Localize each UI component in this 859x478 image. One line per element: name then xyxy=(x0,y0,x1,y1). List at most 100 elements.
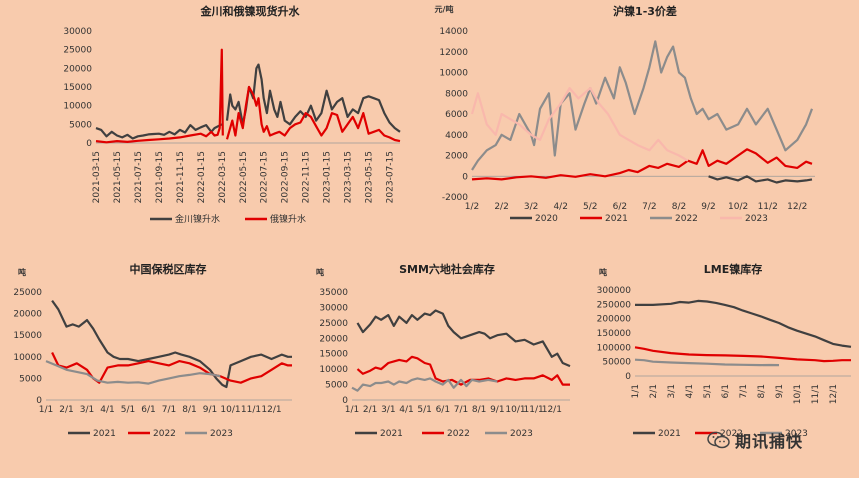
series-line-俄镍升水 xyxy=(225,85,401,143)
x-tick-label: 7/1 xyxy=(739,384,749,398)
legend-label: 2023 xyxy=(510,429,533,439)
x-tick-label: 7/1 xyxy=(454,405,468,415)
series-line-2020 xyxy=(708,175,813,184)
x-tick-label: 12/1 xyxy=(829,384,839,404)
watermark: 期讯捕快 xyxy=(707,428,803,452)
x-tick-label: 10/2 xyxy=(728,202,748,212)
y-tick-label: 100000 xyxy=(597,343,632,353)
series-line-俄镍升水 xyxy=(95,48,224,144)
x-tick-label: 2021-03-15 xyxy=(92,151,102,203)
y-tick-label: 25000 xyxy=(13,288,42,298)
x-tick-label: 5/1 xyxy=(121,405,135,415)
x-tick-label: 12/2 xyxy=(787,202,807,212)
y-tick-label: 5000 xyxy=(325,381,348,391)
chart-premium: 金川和俄镍现货升水 0 5000 10000 15000 20000 25000 30000 2… xyxy=(63,4,401,225)
x-tick-label: 1/1 xyxy=(39,405,53,415)
y-tick-label: 20000 xyxy=(63,64,92,74)
x-tick-label: 6/1 xyxy=(141,405,155,415)
chart-title: 中国保税区库存 xyxy=(130,262,207,276)
x-tick-label: 3/1 xyxy=(80,405,94,415)
x-tick-label: 4/1 xyxy=(685,384,695,398)
x-tick-label: 12/1 xyxy=(261,405,281,415)
x-tick-label: 8/2 xyxy=(672,202,686,212)
x-tick-label: 11/1 xyxy=(811,384,821,404)
legend-label: 2023 xyxy=(210,429,233,439)
x-tick-label: 2/1 xyxy=(649,384,659,398)
y-tick-label: -2000 xyxy=(442,193,468,203)
x-tick-label: 10/1 xyxy=(505,405,525,415)
chart-bonded-inventory: 中国保税区库存 吨 0 5000 10000 15000 20000 25000 1/1 2/1 3… xyxy=(13,262,292,439)
y-tick-label: 30000 xyxy=(63,27,92,37)
x-tick-label: 9/1 xyxy=(203,405,217,415)
x-tick-label: 6/1 xyxy=(721,384,731,398)
x-tick-label: 2022-03-15 xyxy=(218,151,228,203)
x-tick-label: 3/1 xyxy=(667,384,677,398)
chart-title: LME镍库存 xyxy=(704,262,762,276)
y-tick-label: 0 xyxy=(36,396,42,406)
x-tick-label: 1/1 xyxy=(345,405,359,415)
y-tick-label: 300000 xyxy=(597,286,632,296)
chart-shfe-spread: 沪镍1-3价差 元/吨 -2000 0 2000 4000 6000 8000 10000 120… xyxy=(435,4,815,224)
x-tick-label: 3/1 xyxy=(381,405,395,415)
legend-label: 2023 xyxy=(745,214,768,224)
x-tick-label: 9/1 xyxy=(490,405,504,415)
y-tick-label: 0 xyxy=(462,172,468,182)
x-tick-label: 4/1 xyxy=(100,405,114,415)
series-line-2023 xyxy=(351,377,498,392)
x-tick-label: 9/2 xyxy=(701,202,715,212)
y-tick-label: 25000 xyxy=(63,46,92,56)
y-unit-label: 吨 xyxy=(599,267,607,277)
y-tick-label: 5000 xyxy=(69,120,92,130)
y-unit-label: 吨 xyxy=(316,267,324,277)
y-tick-label: 50000 xyxy=(602,358,631,368)
x-tick-label: 6/1 xyxy=(436,405,450,415)
y-tick-label: 25000 xyxy=(319,319,348,329)
series-line-2021 xyxy=(471,148,813,181)
x-tick-label: 2022-11-15 xyxy=(302,151,312,203)
watermark-text: 期讯捕快 xyxy=(735,432,804,451)
wechat-icon xyxy=(707,431,730,449)
y-tick-label: 5000 xyxy=(19,374,42,384)
y-tick-label: 150000 xyxy=(597,329,632,339)
series-line-2021 xyxy=(635,299,852,348)
legend-label: 2023 xyxy=(785,429,808,439)
x-tick-label: 2/2 xyxy=(494,202,508,212)
x-tick-label: 8/1 xyxy=(182,405,196,415)
x-tick-label: 1/1 xyxy=(631,384,641,398)
x-tick-label: 8/1 xyxy=(757,384,767,398)
y-unit-label: 吨 xyxy=(18,267,26,277)
chart-title: SMM六地社会库存 xyxy=(399,262,495,276)
legend-label: 2021 xyxy=(380,429,403,439)
x-tick-label: 2/1 xyxy=(59,405,73,415)
legend-label: 2021 xyxy=(93,429,116,439)
y-tick-label: 20000 xyxy=(13,310,42,320)
x-tick-label: 3/2 xyxy=(524,202,538,212)
y-tick-label: 10000 xyxy=(63,102,92,112)
x-tick-label: 10/1 xyxy=(793,384,803,404)
y-tick-label: 10000 xyxy=(439,69,468,79)
x-tick-label: 2023-01-15 xyxy=(323,151,333,203)
x-tick-label: 2023-05-15 xyxy=(365,151,375,203)
x-tick-label: 7/2 xyxy=(642,202,656,212)
y-tick-label: 6000 xyxy=(445,110,468,120)
x-tick-label: 2023-03-15 xyxy=(344,151,354,203)
legend-label: 金川镍升水 xyxy=(175,213,220,225)
y-tick-label: 200000 xyxy=(597,315,632,325)
y-tick-label: 10000 xyxy=(13,353,42,363)
legend-label: 俄镍升水 xyxy=(270,213,306,225)
x-tick-label: 2023-07-15 xyxy=(386,151,396,203)
x-tick-label: 2022-07-15 xyxy=(260,151,270,203)
x-tick-label: 5/1 xyxy=(417,405,431,415)
y-tick-label: 0 xyxy=(86,139,92,149)
y-tick-label: 14000 xyxy=(439,27,468,37)
legend-label: 2021 xyxy=(605,214,628,224)
y-tick-label: 35000 xyxy=(319,288,348,298)
y-tick-label: 15000 xyxy=(13,331,42,341)
x-tick-label: 2022-01-15 xyxy=(197,151,207,203)
series-line-2022 xyxy=(356,355,570,386)
y-tick-label: 8000 xyxy=(445,89,468,99)
x-tick-label: 8/1 xyxy=(472,405,486,415)
y-tick-label: 15000 xyxy=(319,350,348,360)
y-tick-label: 30000 xyxy=(319,303,348,313)
series-line-2021 xyxy=(51,299,292,389)
